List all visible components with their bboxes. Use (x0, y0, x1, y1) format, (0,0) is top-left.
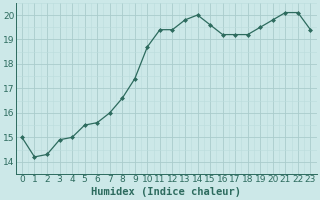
X-axis label: Humidex (Indice chaleur): Humidex (Indice chaleur) (91, 187, 241, 197)
